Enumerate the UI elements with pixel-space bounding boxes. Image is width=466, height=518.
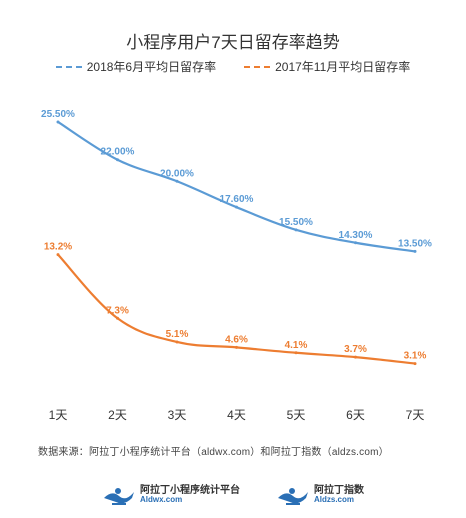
x-tick-label: 6天 bbox=[346, 408, 365, 422]
legend-label-2018: 2018年6月平均日留存率 bbox=[86, 60, 217, 74]
genie-lamp-icon bbox=[104, 488, 134, 505]
data-label-s0-3: 17.60% bbox=[220, 194, 254, 205]
logo-aldwx: 阿拉丁小程序统计平台 Aldwx.com bbox=[102, 484, 240, 506]
logo-aldwx-name: 阿拉丁小程序统计平台 bbox=[140, 484, 240, 496]
data-label-s0-4: 15.50% bbox=[279, 217, 313, 228]
data-label-s1-6: 3.1% bbox=[404, 351, 427, 362]
data-point-s1-6 bbox=[413, 362, 417, 366]
data-label-s1-1: 7.3% bbox=[106, 305, 129, 316]
data-label-s0-2: 20.00% bbox=[160, 168, 194, 179]
data-point-s0-5 bbox=[354, 241, 357, 245]
chart-title: 小程序用户7天日留存率趋势 bbox=[126, 33, 340, 52]
x-tick-label: 3天 bbox=[168, 408, 187, 422]
data-label-s1-5: 3.7% bbox=[344, 344, 367, 355]
data-point-s1-4 bbox=[294, 351, 298, 355]
data-point-s0-0 bbox=[56, 120, 60, 124]
legend-item-2017: 2017年11月平均日留存率 bbox=[244, 58, 410, 75]
data-label-s0-1: 22.00% bbox=[101, 147, 135, 158]
x-tick-label: 2天 bbox=[108, 408, 127, 422]
data-source-note: 数据来源：阿拉丁小程序统计平台（aldwx.com）和阿拉丁指数（aldzs.c… bbox=[38, 447, 389, 458]
logo-aldzs: 阿拉丁指数 Aldzs.com bbox=[276, 484, 364, 506]
legend-item-2018: 2018年6月平均日留存率 bbox=[55, 58, 217, 75]
x-tick-label: 4天 bbox=[227, 408, 246, 422]
data-label-s1-3: 4.6% bbox=[225, 334, 248, 345]
data-label-s1-2: 5.1% bbox=[166, 329, 189, 340]
data-point-s0-6 bbox=[413, 249, 417, 253]
data-label-s0-6: 13.50% bbox=[398, 238, 432, 249]
data-point-s1-5 bbox=[354, 355, 357, 359]
data-point-s0-4 bbox=[294, 228, 298, 232]
genie-lamp-icon bbox=[278, 488, 308, 505]
legend-swatch-2017 bbox=[244, 65, 271, 68]
data-label-s0-5: 14.30% bbox=[339, 230, 373, 241]
x-tick-label: 1天 bbox=[49, 408, 68, 422]
logo-aldzs-name: 阿拉丁指数 bbox=[314, 484, 364, 496]
data-point-s0-2 bbox=[175, 179, 179, 183]
data-point-s1-0 bbox=[56, 253, 60, 257]
x-tick-label: 7天 bbox=[406, 408, 425, 422]
data-point-s0-3 bbox=[235, 205, 238, 209]
data-point-s0-1 bbox=[116, 158, 119, 162]
data-label-s1-0: 13.2% bbox=[44, 242, 72, 253]
data-label-s1-4: 4.1% bbox=[285, 340, 308, 351]
data-label-s0-0: 25.50% bbox=[41, 109, 75, 120]
legend-label-2017: 2017年11月平均日留存率 bbox=[275, 60, 411, 74]
legend: 2018年6月平均日留存率 2017年11月平均日留存率 bbox=[0, 58, 466, 75]
x-tick-label: 5天 bbox=[287, 408, 306, 422]
data-point-s1-1 bbox=[116, 316, 119, 320]
data-point-s1-2 bbox=[175, 340, 179, 344]
data-point-s1-3 bbox=[235, 345, 238, 349]
legend-swatch-2018 bbox=[55, 65, 82, 68]
logo-aldwx-domain: Aldwx.com bbox=[140, 495, 183, 505]
logo-aldzs-domain: Aldzs.com bbox=[314, 495, 355, 505]
footer-logos: 阿拉丁小程序统计平台 Aldwx.com 阿拉丁指数 Aldzs.com bbox=[0, 484, 466, 506]
